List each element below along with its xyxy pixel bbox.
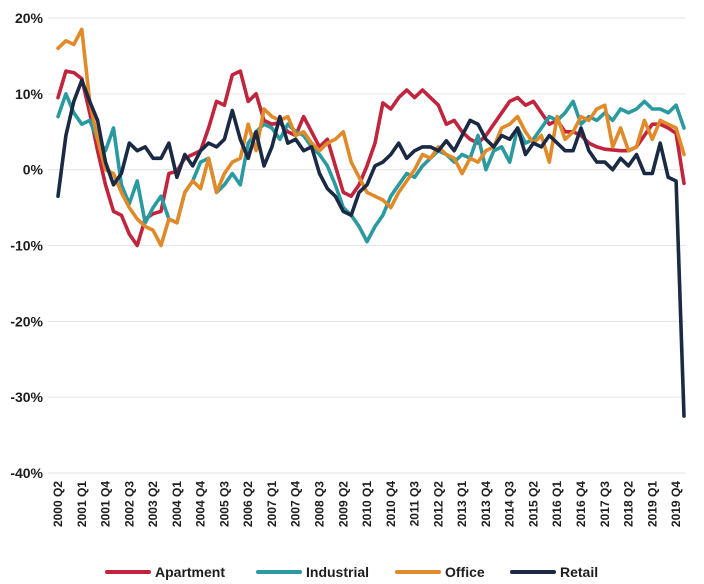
x-tick-label-2016-q4: 2016 Q4 xyxy=(574,481,588,527)
legend-label-office: Office xyxy=(445,564,485,580)
x-tick-label-2007-q1: 2007 Q1 xyxy=(265,481,279,527)
legend: Apartment Industrial Office Retail xyxy=(105,564,598,580)
x-axis-tick-labels: 2000 Q2 2001 Q1 2001 Q4 2002 Q3 2003 Q2 2004 … xyxy=(51,481,683,527)
x-tick-label-2000-q2: 2000 Q2 xyxy=(51,481,65,527)
x-tick-label-2016-q1: 2016 Q1 xyxy=(550,481,564,527)
legend-label-retail: Retail xyxy=(560,564,598,580)
x-tick-label-2001-q4: 2001 Q4 xyxy=(99,481,113,527)
x-tick-label-2017-q3: 2017 Q3 xyxy=(598,481,612,527)
y-tick-label-30: -30% xyxy=(10,389,43,405)
y-tick-label-20: -20% xyxy=(10,313,43,329)
y-tick-label-10: 10% xyxy=(15,86,44,102)
x-tick-label-2010-q1: 2010 Q1 xyxy=(360,481,374,527)
x-tick-label-2004-q1: 2004 Q1 xyxy=(170,481,184,527)
y-tick-label-20: 20% xyxy=(15,10,44,26)
x-tick-label-2013-q4: 2013 Q4 xyxy=(479,481,493,527)
x-tick-label-2019-q4: 2019 Q4 xyxy=(669,481,683,527)
y-axis-tick-labels: 20% 10% 0% -10% -20% -30% -40% xyxy=(10,10,43,481)
x-tick-label-2005-q3: 2005 Q3 xyxy=(217,481,231,527)
y-tick-label-10: -10% xyxy=(10,238,43,254)
gridlines xyxy=(48,17,686,474)
x-tick-label-2012-q2: 2012 Q2 xyxy=(431,481,445,527)
x-tick-label-2004-q4: 2004 Q4 xyxy=(194,481,208,527)
x-tick-label-2015-q2: 2015 Q2 xyxy=(526,481,540,527)
x-tick-label-2014-q3: 2014 Q3 xyxy=(503,481,517,527)
x-tick-label-2013-q1: 2013 Q1 xyxy=(455,481,469,527)
x-tick-label-2001-q1: 2001 Q1 xyxy=(75,481,89,527)
x-tick-label-2007-q4: 2007 Q4 xyxy=(289,481,303,527)
x-tick-label-2011-q3: 2011 Q3 xyxy=(408,481,422,527)
series-line-retail xyxy=(56,78,686,418)
y-tick-label-0: 0% xyxy=(23,162,44,178)
x-tick-label-2002-q3: 2002 Q3 xyxy=(122,481,136,527)
x-tick-label-2009-q2: 2009 Q2 xyxy=(336,481,350,527)
legend-label-industrial: Industrial xyxy=(306,564,369,580)
x-tick-label-2019-q1: 2019 Q1 xyxy=(645,481,659,527)
x-tick-label-2010-q4: 2010 Q4 xyxy=(384,481,398,527)
y-tick-label-40: -40% xyxy=(10,465,43,481)
x-tick-label-2018-q2: 2018 Q2 xyxy=(622,481,636,527)
series-line-office xyxy=(56,27,686,248)
series-lines xyxy=(56,27,686,418)
x-tick-label-2006-q2: 2006 Q2 xyxy=(241,481,255,527)
legend-label-apartment: Apartment xyxy=(155,564,225,580)
x-tick-label-2008-q3: 2008 Q3 xyxy=(313,481,327,527)
x-tick-label-2003-q2: 2003 Q2 xyxy=(146,481,160,527)
